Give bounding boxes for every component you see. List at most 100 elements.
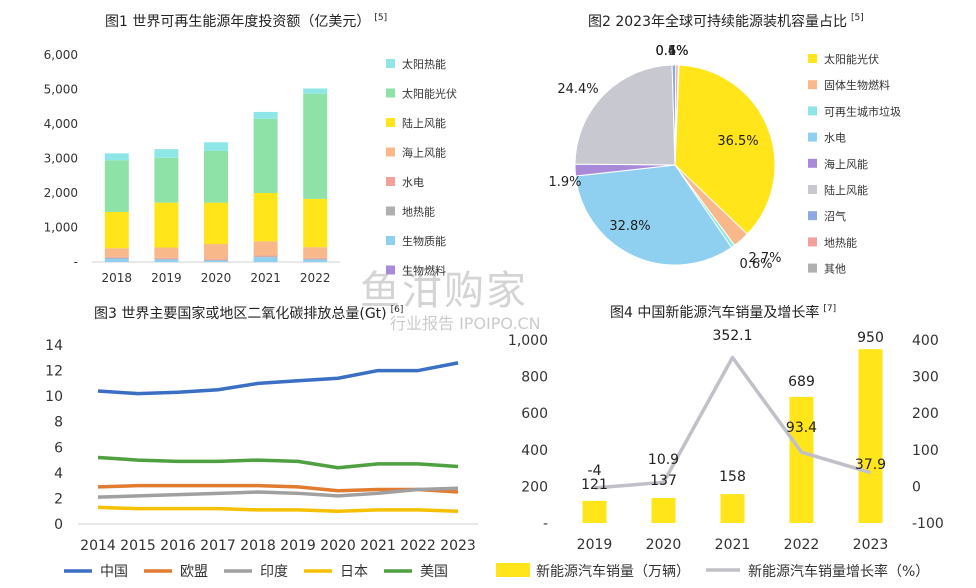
chart1-bar-segment: [154, 202, 179, 248]
chart2-legend-swatch: [808, 54, 817, 63]
chart2-slice-label: 0.1%: [655, 44, 688, 59]
chart1-bar-segment: [204, 150, 228, 203]
chart3-x-tick-label: 2020: [320, 538, 356, 554]
chart3-x-tick-label: 2016: [160, 538, 196, 554]
chart4-bar-value-label: 158: [719, 469, 746, 485]
chart2-pie-slice: [674, 64, 680, 166]
chart1-bar-segment: [253, 255, 278, 257]
chart4-y-left-tick-label: 200: [521, 479, 548, 495]
chart4-x-tick-label: 2023: [853, 537, 889, 553]
chart4-y-right-tick-label: 100: [912, 443, 939, 459]
chart2-slice-label: 0.4%: [655, 44, 688, 59]
chart2-slice-label: 0.6%: [655, 44, 688, 59]
chart3-y-tick-label: 12: [45, 364, 63, 380]
chart3-x-tick-label: 2022: [400, 538, 436, 554]
chart3-legend-label: 印度: [260, 564, 288, 580]
chart1-bar-segment: [204, 258, 228, 260]
chart4-growth-value-label: 37.9: [855, 457, 886, 473]
chart4-y-left-tick-label: 600: [521, 406, 548, 422]
chart4-growth-value-label: 93.4: [786, 420, 817, 436]
chart3-legend-label: 欧盟: [180, 564, 208, 580]
chart3-y-tick-label: 8: [54, 415, 63, 431]
chart2-slice-label: 1.9%: [548, 175, 581, 190]
chart1-legend-label: 太阳能光伏: [402, 87, 457, 101]
chart4-y-left-tick-label: 400: [521, 443, 548, 459]
chart1-legend-swatch: [386, 147, 395, 157]
chart3-series-line: [97, 505, 459, 513]
chart1-bar-segment: [104, 257, 129, 259]
chart1-legend-label: 地热能: [402, 205, 435, 219]
chart2-legend-label: 固体生物燃料: [824, 78, 890, 92]
chart1-y-tick-label: 3,000: [44, 152, 78, 166]
chart2-legend-label: 地热能: [824, 235, 857, 249]
chart2-slice-label: 24.4%: [557, 82, 598, 97]
chart2-legend-label: 太阳能光伏: [824, 52, 879, 66]
chart2-legend-label: 水电: [824, 132, 846, 145]
chart3-y-tick-label: 6: [54, 440, 63, 456]
chart2-pie-slice: [574, 64, 676, 166]
chart3-series-line: [97, 361, 459, 396]
chart1-y-tick-label: 6,000: [44, 48, 78, 62]
chart4-growth-value-label: 352.1: [712, 328, 752, 344]
chart3-y-tick-label: 10: [45, 389, 63, 405]
chart1-bar-segment: [154, 157, 179, 203]
chart1-bar-segment: [204, 244, 228, 259]
chart1-bar-segment: [303, 247, 328, 258]
chart1-bar-segment: [253, 257, 278, 262]
chart1-bar-segment: [253, 118, 278, 193]
chart2-legend-label: 其他: [824, 263, 846, 276]
chart2-slice-label: 2.7%: [748, 251, 781, 266]
chart3-legend-label: 日本: [340, 564, 368, 580]
chart3-x-tick-label: 2018: [240, 538, 276, 554]
chart1-bar-segment: [303, 258, 328, 260]
chart2-legend-label: 陆上风能: [824, 183, 868, 197]
watermark-text: 行业报告 IPOIPO.CN: [390, 314, 541, 333]
chart4-y-right-tick-label: 400: [912, 333, 939, 349]
chart4-bar: [720, 494, 745, 523]
chart1-y-tick-label: -: [74, 255, 78, 269]
chart3-y-tick-label: 4: [54, 466, 63, 482]
chart4-y-left-tick-label: 1,000: [508, 333, 548, 349]
chart4-bar-value-label: 121: [581, 477, 608, 493]
chart1-bar-segment: [303, 88, 328, 94]
chart4-growth-value-label: 10.9: [648, 452, 679, 468]
chart3-series-line: [97, 483, 459, 494]
chart1-bar-segment: [253, 241, 278, 256]
chart2-slice-label: 36.5%: [717, 134, 758, 149]
chart2-legend-label: 海上风能: [824, 157, 868, 171]
chart1-bar-segment: [104, 160, 129, 212]
chart4-bar-value-label: 950: [857, 330, 884, 346]
chart1-bar-segment: [253, 256, 278, 258]
chart2-legend-label: 可再生城市垃圾: [824, 104, 901, 118]
chart2-pie-slice: [674, 64, 776, 235]
chart1-bar-segment: [104, 248, 129, 257]
chart1-y-tick-label: 2,000: [44, 186, 78, 200]
chart1-bar-segment: [154, 259, 179, 262]
chart2-legend-swatch: [808, 132, 817, 142]
chart1-legend-label: 水电: [402, 176, 424, 189]
chart1-x-tick-label: 2018: [102, 271, 133, 285]
chart2-slice-label: 32.8%: [609, 219, 650, 234]
chart1-y-tick-label: 5,000: [44, 83, 78, 97]
chart3-y-tick-label: 0: [54, 517, 63, 533]
chart3-title: 图3 世界主要国家或地区二氧化碳排放总量(Gt) [6]: [94, 305, 403, 322]
chart1-bar-segment: [204, 142, 228, 151]
chart1-legend-swatch: [386, 206, 395, 216]
chart4-legend-label: 新能源汽车销量增长率（%）: [748, 563, 929, 580]
chart3-x-tick-label: 2014: [80, 538, 116, 554]
chart1-bar-segment: [204, 260, 228, 262]
chart4-x-tick-label: 2021: [715, 537, 751, 553]
chart1-legend-label: 生物质能: [402, 234, 446, 248]
chart3-x-tick-label: 2021: [360, 538, 396, 554]
chart4-y-right-tick-label: 300: [912, 370, 939, 386]
chart1-legend-swatch: [386, 118, 395, 127]
chart4-y-right-tick-label: 200: [912, 406, 939, 422]
chart1-y-tick-label: 1,000: [44, 221, 78, 235]
watermark-logo: 鱼泔购家: [360, 268, 528, 314]
chart1-bar-segment: [253, 193, 278, 242]
chart3-legend-label: 美国: [420, 564, 448, 580]
chart1-bar-segment: [303, 257, 328, 259]
chart4-x-tick-label: 2022: [784, 537, 820, 553]
chart4-x-tick-label: 2020: [646, 537, 682, 553]
